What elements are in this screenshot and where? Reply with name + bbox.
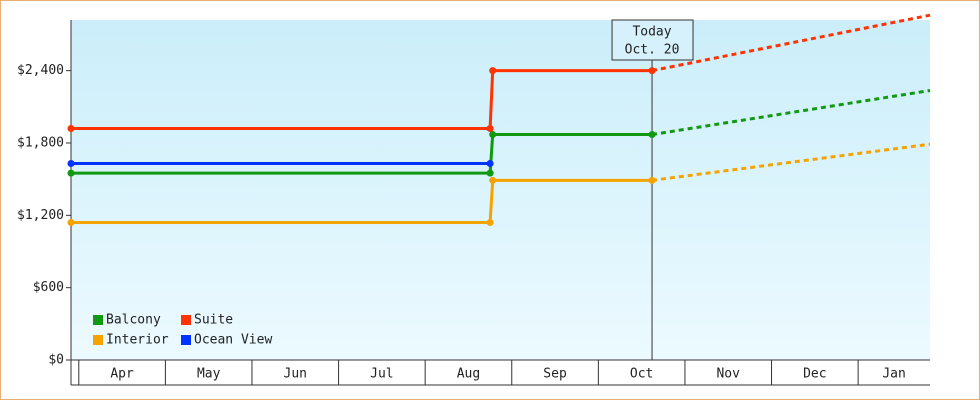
point xyxy=(486,125,494,133)
legend-label: Ocean View xyxy=(194,333,272,348)
y-tick-label: $0 xyxy=(48,353,64,368)
series-line xyxy=(71,69,653,131)
point xyxy=(648,131,656,139)
forecast-line xyxy=(651,13,931,73)
point xyxy=(648,176,656,184)
x-tick-label: Jul xyxy=(370,367,393,382)
series-line xyxy=(71,178,653,225)
legend-label: Suite xyxy=(194,313,233,328)
y-tick-label: $1,200 xyxy=(17,208,64,223)
point xyxy=(489,176,497,184)
point xyxy=(486,219,494,227)
legend-label: Balcony xyxy=(106,313,161,328)
today-label: Oct. 20 xyxy=(625,43,680,58)
series-line xyxy=(71,133,653,175)
point xyxy=(489,67,497,75)
x-tick-label: Dec xyxy=(803,367,826,382)
point xyxy=(67,219,75,227)
x-tick-label: Nov xyxy=(716,367,740,382)
x-tick-label: Sep xyxy=(543,367,567,382)
y-tick-label: $600 xyxy=(33,280,64,295)
point xyxy=(67,169,75,177)
x-tick-label: Apr xyxy=(110,367,134,382)
y-tick-label: $1,800 xyxy=(17,135,64,150)
x-tick-label: Oct xyxy=(630,367,653,382)
legend-swatch xyxy=(93,315,103,325)
legend-label: Interior xyxy=(106,333,169,348)
x-tick-label: Aug xyxy=(457,367,480,382)
point xyxy=(67,159,75,167)
today-box xyxy=(611,19,694,61)
point xyxy=(486,169,494,177)
today-label: Today xyxy=(632,25,671,40)
y-tick-label: $2,400 xyxy=(17,63,64,78)
forecast-line xyxy=(651,89,931,137)
x-tick-label: Jan xyxy=(882,367,905,382)
plot-area xyxy=(71,20,930,360)
point xyxy=(489,131,497,139)
forecast-line xyxy=(651,142,931,182)
x-tick-label: May xyxy=(197,367,221,382)
x-tick-label: Jun xyxy=(284,367,307,382)
point xyxy=(67,125,75,133)
legend-swatch xyxy=(181,335,191,345)
legend-swatch xyxy=(181,315,191,325)
point xyxy=(486,159,494,167)
legend-swatch xyxy=(93,335,103,345)
point xyxy=(648,67,656,75)
